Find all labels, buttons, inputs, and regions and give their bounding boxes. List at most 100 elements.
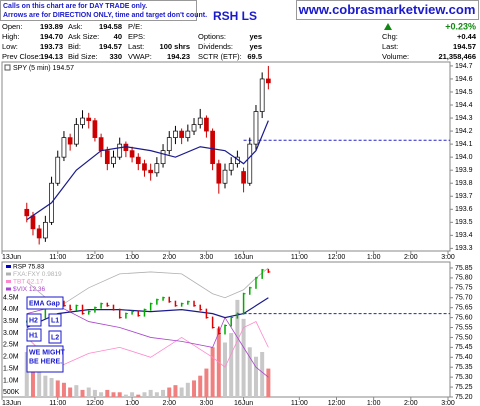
x-tick-label: 11:00 bbox=[291, 254, 308, 261]
y-tick-label: 75.25 bbox=[455, 384, 473, 391]
candle-body bbox=[247, 143, 253, 184]
quote-label: Chg: bbox=[382, 32, 398, 41]
candle-body bbox=[86, 117, 92, 122]
candle-body bbox=[135, 156, 141, 165]
quote-label: VWAP: bbox=[128, 52, 152, 61]
legend-swatch bbox=[6, 280, 11, 283]
candle-body bbox=[117, 143, 123, 158]
up-arrow bbox=[384, 23, 392, 30]
candle-body bbox=[73, 124, 79, 145]
x-tick-label: 2:00 bbox=[162, 400, 176, 406]
y2-tick-label: 4.5M bbox=[3, 294, 19, 301]
y-tick-label: 193.4 bbox=[455, 232, 473, 239]
x-tick-label: 16Jun bbox=[234, 254, 253, 261]
volume-bar bbox=[173, 385, 178, 397]
legend-label: FXA:FXY 0.9819 bbox=[13, 271, 62, 278]
volume-bar bbox=[179, 387, 184, 397]
volume-bar bbox=[148, 389, 153, 397]
signal: RSH LS bbox=[213, 9, 257, 23]
y-tick-label: 75.40 bbox=[455, 354, 473, 361]
y2-tick-label: 2.5M bbox=[3, 342, 19, 349]
y-tick-label: 75.85 bbox=[455, 265, 473, 272]
y-tick-label: 75.55 bbox=[455, 324, 473, 331]
note-box bbox=[0, 0, 197, 21]
y-tick-label: 75.60 bbox=[455, 314, 473, 321]
x-tick-label: 13Jun bbox=[2, 400, 21, 406]
quote-label: Bid: bbox=[68, 42, 81, 51]
legend-swatch bbox=[6, 272, 11, 276]
x-tick-label: 16Jun bbox=[234, 400, 253, 406]
y-tick-label: 194.5 bbox=[455, 89, 473, 96]
indicator-line bbox=[26, 321, 269, 368]
x-tick-label: 12:00 bbox=[86, 254, 104, 261]
volume-bar bbox=[111, 392, 116, 397]
x-tick-label: 1:00 bbox=[125, 254, 139, 261]
y-tick-label: 194.6 bbox=[455, 76, 473, 83]
candle-body bbox=[55, 156, 61, 184]
quote-value: 194.23 bbox=[167, 52, 190, 61]
volume-bar bbox=[235, 299, 240, 397]
volume-bar bbox=[30, 366, 35, 397]
annotation: H2 bbox=[29, 317, 38, 324]
x-tick-label: 13Jun bbox=[2, 254, 21, 261]
candle-body bbox=[98, 137, 104, 151]
candle-body bbox=[36, 228, 42, 239]
legend-label: RSP 75.83 bbox=[13, 264, 45, 271]
candle-body bbox=[24, 208, 30, 217]
candle-body bbox=[104, 150, 110, 165]
quote-label: Last: bbox=[128, 42, 144, 51]
y2-tick-label: 2.0M bbox=[3, 354, 19, 361]
candle-body bbox=[80, 117, 85, 125]
y-tick-label: 194.2 bbox=[455, 128, 473, 135]
y2-tick-label: 3.5M bbox=[3, 318, 19, 325]
volume-bar bbox=[241, 318, 246, 397]
quote-value: 194.58 bbox=[99, 22, 122, 31]
x-tick-label: 11:00 bbox=[291, 400, 308, 406]
quote-label: EPS: bbox=[128, 32, 145, 41]
annotation-box bbox=[26, 296, 64, 310]
annotation-box bbox=[48, 313, 62, 327]
y-tick-label: 75.65 bbox=[455, 305, 473, 312]
candle-body bbox=[129, 150, 135, 158]
quote-label: P/E: bbox=[128, 22, 142, 31]
volume-bar bbox=[136, 394, 141, 397]
candle-body bbox=[241, 171, 246, 184]
x-tick-label: 11:00 bbox=[49, 400, 66, 406]
x-tick-label: 3:00 bbox=[200, 254, 214, 261]
candle-body bbox=[142, 163, 147, 171]
y-tick-label: 75.75 bbox=[455, 285, 473, 292]
candle-body bbox=[204, 117, 209, 132]
y-tick-label: 194.3 bbox=[455, 115, 473, 122]
x-tick-label: 12:00 bbox=[328, 254, 346, 261]
title-icon bbox=[4, 64, 11, 71]
volume-bar bbox=[80, 389, 85, 397]
volume-bar bbox=[198, 375, 203, 397]
y-tick-label: 193.7 bbox=[455, 193, 473, 200]
candle-body bbox=[222, 169, 228, 184]
quote-label: Prev Close: bbox=[2, 52, 41, 61]
volume-bar bbox=[223, 342, 227, 397]
x-tick-label: 3:00 bbox=[441, 400, 455, 406]
annotation: EMA Gap bbox=[29, 300, 60, 307]
candle-body bbox=[191, 124, 197, 132]
volume-bar bbox=[68, 387, 73, 397]
x-tick-label: 2:00 bbox=[162, 254, 176, 261]
annotation: BE HERE. bbox=[29, 358, 62, 365]
candle-body bbox=[67, 137, 73, 145]
y-tick-label: 75.80 bbox=[455, 275, 473, 282]
y-tick-label: 193.6 bbox=[455, 206, 473, 213]
volume-bar bbox=[105, 389, 110, 397]
y-tick-label: 193.3 bbox=[455, 245, 473, 252]
quote-value: 100 shrs bbox=[160, 42, 190, 51]
header-note: Arrows are for DIRECTION ONLY, time and … bbox=[3, 12, 207, 19]
header-note: Calls on this chart are for DAY TRADE on… bbox=[3, 3, 147, 10]
candle-body bbox=[148, 169, 154, 174]
volume-bar bbox=[49, 378, 54, 397]
y-tick-label: 75.35 bbox=[455, 364, 473, 371]
x-tick-label: 3:00 bbox=[441, 254, 455, 261]
candle-body bbox=[92, 120, 98, 138]
legend-swatch bbox=[6, 265, 11, 268]
quote-label: Options: bbox=[198, 32, 226, 41]
legend-label: $VIX 12.36 bbox=[13, 286, 46, 293]
